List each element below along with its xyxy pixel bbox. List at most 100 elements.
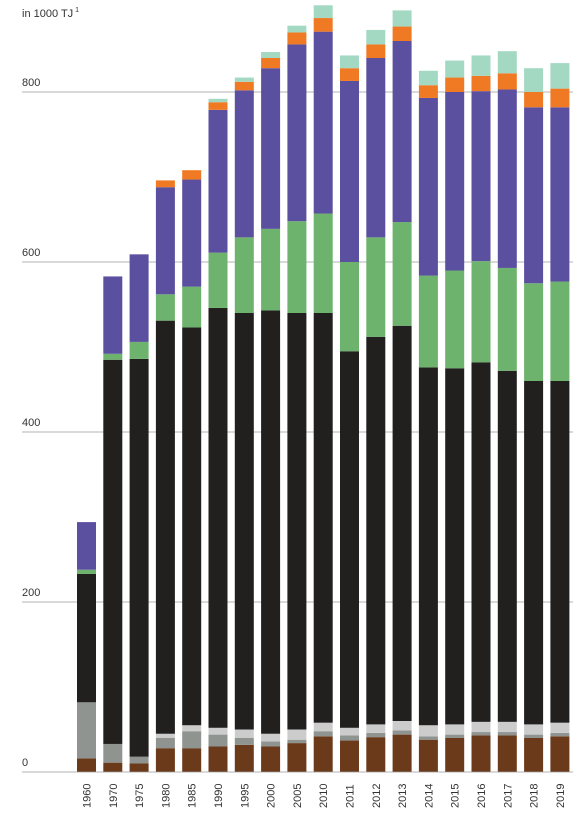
bar-segment: [77, 522, 96, 570]
bar-segment: [366, 336, 386, 725]
bar-segment: [287, 729, 307, 740]
bar-segment: [182, 179, 202, 287]
bar-segment: [261, 68, 281, 229]
bar-segment: [471, 91, 491, 262]
bar-segment: [261, 52, 281, 58]
bar-segment: [550, 63, 570, 89]
bar-segment: [445, 724, 465, 735]
bar-segment: [129, 358, 149, 757]
bar-segment: [418, 725, 438, 737]
bar-segment: [392, 730, 412, 735]
bar-stack-1960: [77, 522, 96, 772]
bar-stack-2019: [550, 63, 570, 772]
x-axis-category-labels: 1960 1970 1975 1980 1985 1990 1995 2000 2005 2010…: [82, 784, 567, 808]
x-tick-label: 2005: [292, 784, 304, 808]
x-tick-label: 2016: [476, 784, 488, 808]
bar-segment: [208, 727, 228, 735]
bar-segment: [234, 729, 254, 738]
bar-segment: [313, 313, 333, 723]
bar-segment: [497, 89, 517, 268]
bar-segment: [445, 738, 465, 772]
bar-segment: [550, 736, 570, 772]
bar-segment: [497, 51, 517, 74]
x-tick-label: 1960: [82, 784, 94, 808]
bar-segment: [340, 80, 359, 262]
x-tick-label: 2018: [529, 784, 541, 808]
bar-segment: [524, 381, 544, 725]
bar-segment: [155, 748, 175, 772]
bar-segment: [129, 341, 149, 359]
bar-segment: [550, 732, 570, 737]
bar-segment: [208, 734, 228, 747]
bar-segment: [261, 58, 281, 69]
bar-stack-2012: [366, 29, 386, 772]
bar-segment: [155, 733, 175, 738]
bar-segment: [208, 102, 228, 110]
bar-segment: [340, 262, 359, 352]
x-tick-label: 2010: [318, 784, 330, 808]
bar-segment: [445, 270, 465, 369]
bar-segment: [497, 370, 517, 722]
bar-segment: [550, 722, 570, 733]
bar-stack-2014: [418, 70, 438, 772]
bar-segment: [392, 10, 412, 27]
bar-segment: [208, 746, 228, 772]
bar-segment: [129, 756, 149, 764]
bar-segment: [497, 721, 517, 733]
unit-label: in 1000 TJ 1: [22, 7, 79, 20]
bar-segment: [234, 313, 254, 730]
bar-segment: [366, 732, 386, 738]
bar-segment: [524, 107, 544, 284]
bar-segment: [313, 18, 333, 32]
bar-segment: [340, 727, 359, 736]
bar-segment: [313, 722, 333, 732]
bar-segment: [550, 381, 570, 723]
bar-segment: [471, 55, 491, 76]
bar-segment: [445, 734, 465, 738]
y-tick-label: 200: [22, 587, 40, 599]
bar-segment: [471, 735, 491, 772]
bar-segment: [313, 213, 333, 313]
bar-segment: [418, 85, 438, 98]
bar-segment: [471, 721, 491, 733]
bar-segment: [366, 44, 386, 58]
bar-segment: [392, 41, 412, 223]
bar-segment: [182, 286, 202, 328]
bar-stack-2015: [445, 60, 465, 772]
bar-stack-2013: [392, 10, 412, 772]
bar-segment: [261, 310, 281, 734]
bar-segment: [77, 573, 96, 703]
bar-segment: [497, 732, 517, 736]
bar-segment: [550, 107, 570, 282]
bar-segment: [524, 68, 544, 92]
bar-segment: [340, 740, 359, 772]
bar-segment: [366, 29, 386, 45]
bar-stack-1985: [182, 170, 202, 772]
bar-segment: [287, 221, 307, 313]
bar-segment: [497, 267, 517, 371]
bar-segment: [103, 359, 123, 744]
x-tick-label: 2011: [345, 784, 357, 808]
bar-segment: [182, 725, 202, 732]
bar-segment: [418, 275, 438, 368]
bar-segment: [261, 741, 281, 747]
bar-stack-1975: [129, 254, 149, 772]
bar-segment: [103, 743, 123, 763]
bar-segment: [208, 307, 228, 728]
bar-stack-2016: [471, 55, 491, 772]
bar-segment: [313, 5, 333, 19]
bar-stack-1990: [208, 98, 228, 772]
bar-segment: [471, 261, 491, 363]
x-tick-label: 2012: [371, 784, 383, 808]
bar-stack-2011: [340, 55, 359, 772]
bar-segment: [392, 222, 412, 326]
bar-segment: [313, 731, 333, 737]
y-tick-label: 0: [22, 757, 28, 769]
bar-segment: [550, 88, 570, 108]
bar-stack-1970: [103, 276, 123, 772]
bar-segment: [261, 733, 281, 742]
bar-segment: [418, 97, 438, 276]
bar-segment: [445, 60, 465, 78]
bar-segment: [392, 26, 412, 41]
